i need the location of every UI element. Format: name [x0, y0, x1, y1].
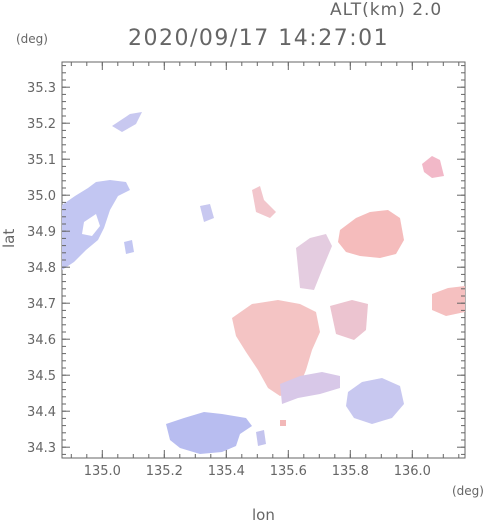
echo-region-west-patch: [82, 214, 100, 236]
y-tick-label: 34.8: [27, 261, 56, 276]
x-tick-label: 135.4: [208, 464, 245, 479]
y-tick-label: 34.3: [27, 441, 56, 456]
echo-region-core-east: [330, 300, 368, 340]
x-tick-label: 136.0: [394, 464, 431, 479]
x-tick-label: 135.8: [332, 464, 369, 479]
y-tick-label: 34.7: [27, 297, 56, 312]
echo-fleck-north: [112, 112, 142, 132]
echo-region-far-northeast: [422, 156, 444, 178]
echo-fleck-mid-west: [200, 204, 214, 222]
echo-layer: [62, 112, 465, 454]
datetime-title: 2020/09/17 14:27:01: [128, 26, 390, 51]
altitude-label: ALT(km) 2.0: [330, 0, 443, 20]
x-tick-label: 135.2: [146, 464, 183, 479]
x-unit-label: (deg): [452, 484, 484, 498]
y-tick-label: 34.9: [27, 225, 56, 240]
y-unit-label: (deg): [16, 32, 48, 46]
echo-region-north-band: [296, 234, 332, 290]
y-tick-label: 35.0: [27, 189, 56, 204]
echo-region-south-band: [280, 372, 340, 404]
y-tick-label: 34.6: [27, 333, 56, 348]
echo-region-north-arm: [252, 186, 276, 218]
echo-fleck-southeast: [256, 430, 266, 446]
echo-region-southeast: [346, 378, 404, 424]
echo-fleck-south: [280, 420, 286, 426]
echo-region-south: [166, 412, 252, 454]
y-tick-label: 35.3: [27, 81, 56, 96]
y-tick-label: 35.2: [27, 117, 56, 132]
y-tick-label: 34.5: [27, 369, 56, 384]
y-axis-ticks: 34.3 34.4 34.5 34.6 34.7 34.8 34.9 35.0 35.1 35.2…: [27, 65, 465, 456]
echo-fleck-west: [124, 240, 134, 254]
echo-region-east-edge: [432, 286, 465, 316]
y-tick-label: 35.1: [27, 153, 56, 168]
x-tick-label: 135.6: [270, 464, 307, 479]
x-tick-label: 135.0: [84, 464, 121, 479]
x-axis-ticks: 135.0 135.2 135.4 135.6 135.8 136.0: [70, 62, 460, 479]
echo-region-northeast: [338, 210, 404, 258]
x-axis-title: lon: [252, 506, 275, 524]
echo-region-core: [232, 300, 320, 396]
y-tick-label: 34.4: [27, 405, 56, 420]
